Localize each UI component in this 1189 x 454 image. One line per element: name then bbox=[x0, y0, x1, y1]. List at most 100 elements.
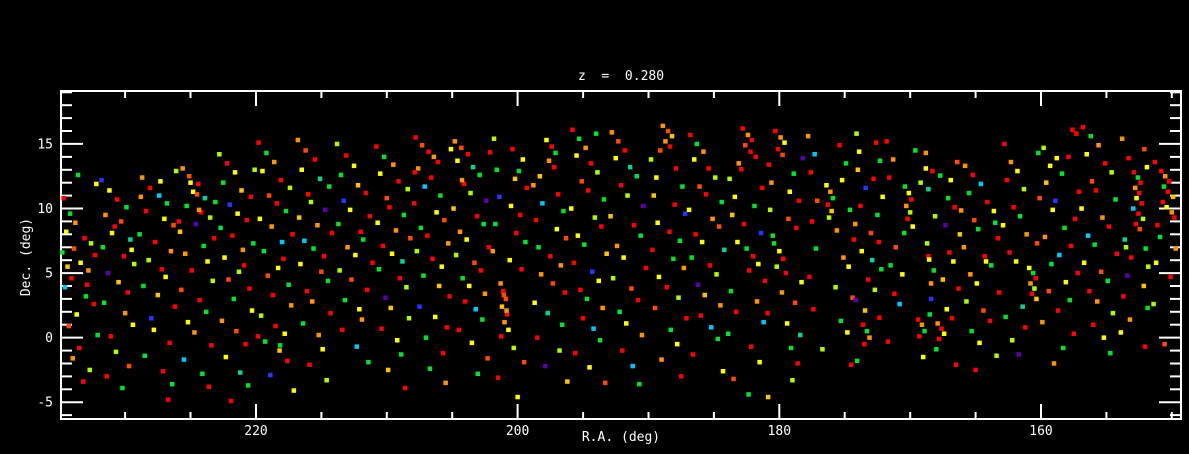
data-point bbox=[1010, 338, 1015, 343]
data-point bbox=[264, 150, 269, 156]
data-point bbox=[442, 217, 447, 223]
data-point bbox=[672, 202, 677, 207]
data-point bbox=[1114, 251, 1120, 256]
data-point bbox=[402, 385, 408, 391]
data-point bbox=[486, 245, 492, 250]
data-point bbox=[660, 123, 666, 129]
data-point bbox=[431, 154, 437, 160]
data-point bbox=[730, 212, 735, 218]
data-point bbox=[387, 205, 392, 210]
data-point bbox=[991, 208, 997, 214]
data-point bbox=[590, 269, 595, 274]
data-point bbox=[1106, 224, 1112, 229]
data-point bbox=[609, 130, 615, 135]
data-point bbox=[558, 263, 564, 268]
data-point bbox=[859, 248, 864, 254]
data-point bbox=[359, 317, 365, 322]
data-point bbox=[791, 171, 796, 176]
data-point bbox=[73, 220, 78, 225]
data-point bbox=[304, 288, 310, 294]
data-point bbox=[337, 268, 342, 273]
data-point bbox=[880, 194, 885, 200]
data-point bbox=[923, 166, 929, 171]
data-point bbox=[833, 285, 838, 290]
data-point bbox=[775, 146, 781, 152]
data-point bbox=[274, 201, 280, 206]
data-point bbox=[533, 217, 539, 223]
data-point bbox=[655, 220, 660, 225]
data-point bbox=[329, 230, 335, 236]
data-point bbox=[158, 179, 163, 184]
data-point bbox=[995, 236, 1001, 241]
data-point bbox=[582, 242, 587, 247]
data-point bbox=[490, 248, 495, 254]
data-point bbox=[481, 221, 486, 227]
data-point bbox=[777, 248, 782, 254]
data-point bbox=[277, 343, 283, 348]
data-point bbox=[765, 310, 770, 316]
data-point bbox=[435, 159, 441, 165]
data-point bbox=[559, 322, 565, 327]
data-point bbox=[193, 221, 198, 227]
data-point bbox=[137, 232, 142, 237]
data-point bbox=[1049, 261, 1054, 267]
data-point bbox=[641, 203, 646, 209]
data-point bbox=[953, 362, 959, 367]
data-point bbox=[221, 180, 226, 185]
data-point bbox=[665, 128, 671, 134]
data-point bbox=[907, 210, 913, 215]
data-point bbox=[70, 356, 75, 361]
data-point bbox=[940, 277, 946, 282]
data-point bbox=[389, 251, 395, 256]
data-point bbox=[1136, 190, 1142, 196]
data-point bbox=[323, 207, 328, 213]
data-point bbox=[501, 288, 506, 294]
data-point bbox=[926, 254, 931, 259]
data-point bbox=[132, 261, 137, 267]
data-point bbox=[536, 245, 541, 250]
data-point bbox=[893, 245, 898, 250]
data-point bbox=[176, 219, 181, 224]
data-point bbox=[384, 195, 389, 201]
data-point bbox=[701, 149, 706, 154]
data-point bbox=[524, 185, 529, 191]
data-point bbox=[828, 189, 833, 194]
data-point bbox=[463, 299, 468, 304]
data-point bbox=[928, 296, 934, 302]
data-point bbox=[962, 163, 968, 169]
data-point bbox=[1101, 335, 1107, 340]
data-point bbox=[677, 238, 683, 243]
data-point bbox=[753, 154, 758, 160]
data-point bbox=[904, 203, 909, 209]
y-tick-label: 15 bbox=[37, 137, 53, 152]
data-point bbox=[336, 221, 341, 227]
data-point bbox=[1129, 255, 1134, 260]
data-point bbox=[1153, 260, 1159, 265]
data-point bbox=[396, 179, 401, 184]
data-point bbox=[467, 283, 472, 289]
data-point bbox=[473, 307, 478, 312]
data-point bbox=[198, 210, 204, 215]
data-point bbox=[81, 379, 86, 384]
plot-title: z = 0.280 bbox=[577, 69, 665, 84]
data-point bbox=[754, 299, 760, 304]
data-point bbox=[1137, 226, 1142, 232]
data-point bbox=[781, 256, 786, 262]
data-point bbox=[434, 210, 439, 215]
data-point bbox=[1087, 288, 1092, 294]
data-point bbox=[327, 184, 332, 189]
data-point bbox=[320, 347, 325, 352]
data-point bbox=[695, 282, 701, 287]
data-point bbox=[548, 254, 553, 259]
data-point bbox=[426, 149, 431, 154]
data-point bbox=[926, 186, 931, 192]
data-point bbox=[790, 378, 795, 383]
data-point bbox=[709, 325, 714, 330]
data-point bbox=[1133, 185, 1138, 191]
data-point bbox=[872, 287, 878, 293]
data-point bbox=[91, 301, 96, 307]
data-point bbox=[675, 341, 680, 347]
data-point bbox=[854, 358, 860, 364]
data-point bbox=[125, 290, 130, 295]
data-point bbox=[622, 148, 628, 153]
